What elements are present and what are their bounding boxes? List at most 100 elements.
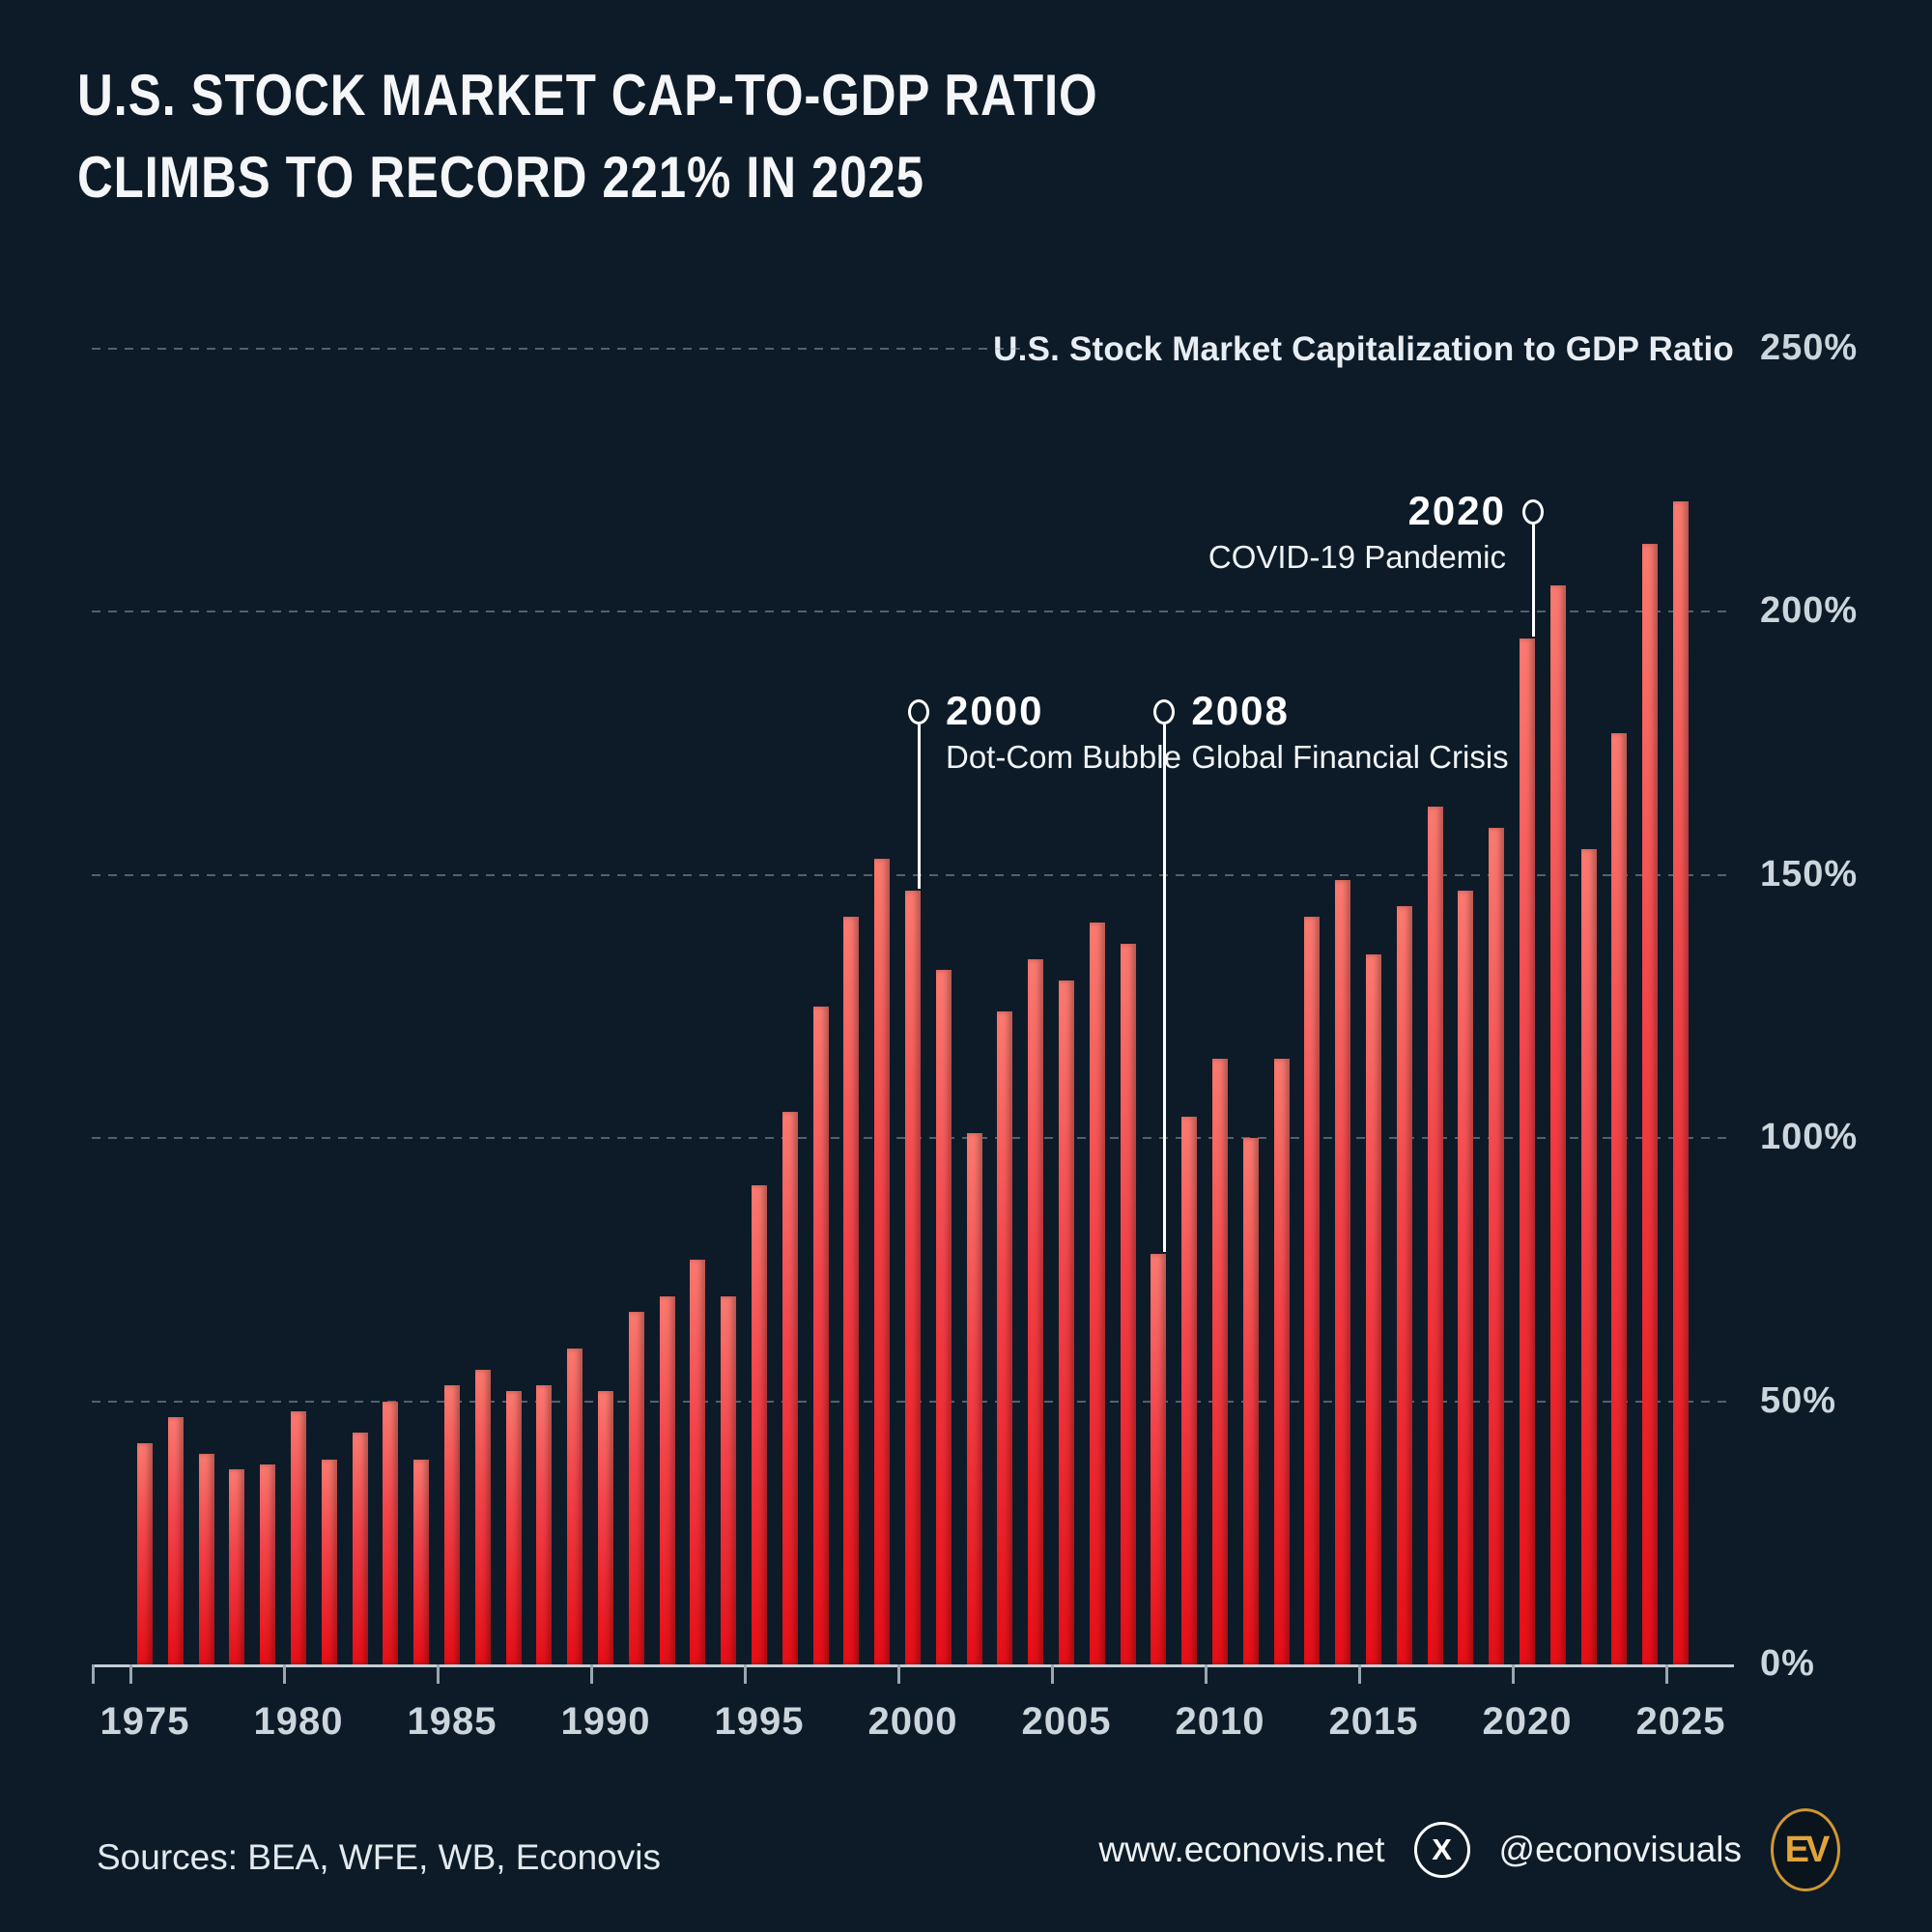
- bar-1994: [721, 1295, 737, 1664]
- bar-2011: [1242, 1138, 1259, 1664]
- title-line-2: CLIMBS TO RECORD 221% IN 2025: [77, 145, 924, 211]
- y-axis-label-150: 150%: [1760, 853, 1859, 895]
- x-axis-tick-2005: [1051, 1664, 1054, 1684]
- x-axis-label-2025: 2025: [1635, 1700, 1726, 1743]
- bar-2003: [997, 1011, 1013, 1664]
- bar-1982: [352, 1433, 368, 1664]
- social-handle-link[interactable]: @econovisuals: [1498, 1830, 1742, 1869]
- x-axis-label-1975: 1975: [99, 1700, 190, 1743]
- bar-2017: [1427, 806, 1443, 1664]
- bar-2021: [1549, 585, 1566, 1664]
- x-axis-tick-2010: [1205, 1664, 1208, 1684]
- bar-2009: [1181, 1117, 1198, 1664]
- bar-1977: [198, 1454, 214, 1664]
- x-axis-tick-1975: [129, 1664, 132, 1684]
- bar-2007: [1120, 943, 1136, 1664]
- bar-1987: [505, 1390, 522, 1664]
- bar-1998: [843, 917, 860, 1664]
- bar-1981: [321, 1459, 337, 1664]
- annotation-line-2000: [918, 724, 921, 890]
- series-legend: U.S. Stock Market Capitalization to GDP …: [993, 330, 1734, 368]
- x-axis-label-2005: 2005: [1021, 1700, 1112, 1743]
- y-axis-label-50: 50%: [1760, 1379, 1837, 1421]
- bar-1978: [229, 1469, 245, 1664]
- bar-2001: [935, 969, 952, 1664]
- bar-1997: [812, 1007, 829, 1664]
- bar-1984: [413, 1459, 430, 1664]
- x-axis-label-1990: 1990: [560, 1700, 651, 1743]
- bar-2012: [1273, 1059, 1290, 1664]
- x-axis-tick-2020: [1512, 1664, 1515, 1684]
- x-axis-tick-2025: [1665, 1664, 1668, 1684]
- bar-1985: [444, 1385, 460, 1664]
- gridline-250pct: [92, 348, 1024, 350]
- bar-2004: [1028, 958, 1044, 1664]
- page-title: U.S. STOCK MARKET CAP-TO-GDP RATIO CLIMBS…: [77, 54, 1097, 218]
- bar-2010: [1212, 1059, 1228, 1664]
- annotation-marker-2020: [1522, 498, 1544, 525]
- sources-note: Sources: BEA, WFE, WB, Econovis: [97, 1837, 661, 1877]
- annotation-line-2020: [1532, 524, 1535, 637]
- bar-2000: [905, 891, 921, 1664]
- econovis-ev-logo: EV: [1771, 1808, 1840, 1891]
- bar-2023: [1611, 732, 1628, 1664]
- bar-1986: [474, 1369, 491, 1664]
- annotation-text-2000: 2000 Dot-Com Bubble: [946, 687, 1181, 775]
- footer-branding: www.econovis.net X @econovisuals EV: [1098, 1808, 1840, 1891]
- bar-2022: [1580, 848, 1597, 1664]
- bar-2016: [1396, 906, 1412, 1664]
- annotation-label-2008: Global Financial Crisis: [1191, 738, 1509, 775]
- bar-2002: [966, 1132, 982, 1664]
- bar-1979: [260, 1463, 276, 1664]
- bar-2008: [1151, 1254, 1167, 1664]
- bar-2024: [1642, 543, 1659, 1664]
- bar-1991: [628, 1311, 644, 1664]
- x-axis-label-2020: 2020: [1482, 1700, 1573, 1743]
- bar-1976: [167, 1416, 184, 1664]
- x-axis-start-tick: [92, 1664, 95, 1684]
- y-axis-label-100: 100%: [1760, 1117, 1859, 1158]
- annotation-year-2008: 2008: [1191, 687, 1290, 733]
- bar-2005: [1059, 980, 1074, 1664]
- gridline-150pct: [92, 873, 1734, 876]
- annotation-marker-2008: [1153, 698, 1176, 724]
- bar-2019: [1489, 827, 1505, 1664]
- bar-1990: [598, 1390, 613, 1664]
- website-link[interactable]: www.econovis.net: [1098, 1830, 1385, 1869]
- annotation-line-2008: [1163, 724, 1166, 1253]
- x-axis-line: [92, 1664, 1734, 1667]
- x-axis-label-2010: 2010: [1175, 1700, 1265, 1743]
- bar-1983: [383, 1401, 399, 1664]
- x-axis-label-1995: 1995: [714, 1700, 805, 1743]
- bar-1999: [874, 859, 891, 1664]
- x-axis-tick-1980: [283, 1664, 286, 1684]
- x-axis-label-1985: 1985: [407, 1700, 497, 1743]
- x-axis-label-2000: 2000: [867, 1700, 958, 1743]
- bar-1975: [137, 1443, 153, 1664]
- x-axis-tick-2000: [897, 1664, 900, 1684]
- bar-1980: [291, 1411, 306, 1664]
- x-axis-tick-1985: [437, 1664, 440, 1684]
- y-axis-label-250: 250%: [1760, 327, 1859, 368]
- annotation-label-2000: Dot-Com Bubble: [946, 738, 1181, 775]
- bar-1989: [567, 1349, 583, 1664]
- title-line-1: U.S. STOCK MARKET CAP-TO-GDP RATIO: [77, 63, 1098, 128]
- bar-1996: [781, 1111, 798, 1664]
- annotation-text-2020: 2020 COVID-19 Pandemic: [1208, 490, 1506, 575]
- annotation-year-2000: 2000: [946, 687, 1044, 733]
- bar-2014: [1335, 880, 1351, 1664]
- annotation-marker-2000: [908, 698, 929, 724]
- x-axis-label-1980: 1980: [253, 1700, 344, 1743]
- x-axis-tick-1995: [744, 1664, 747, 1684]
- bar-2013: [1304, 917, 1321, 1664]
- x-axis-tick-2015: [1358, 1664, 1361, 1684]
- bar-2006: [1089, 922, 1105, 1664]
- annotation-label-2020: COVID-19 Pandemic: [1208, 538, 1506, 575]
- ev-logo-text: EV: [1784, 1829, 1831, 1870]
- bar-2020: [1520, 638, 1535, 1664]
- x-twitter-icon[interactable]: X: [1413, 1822, 1470, 1878]
- x-glyph: X: [1432, 1833, 1452, 1866]
- bar-2025: [1673, 500, 1689, 1664]
- x-axis-tick-1990: [590, 1664, 593, 1684]
